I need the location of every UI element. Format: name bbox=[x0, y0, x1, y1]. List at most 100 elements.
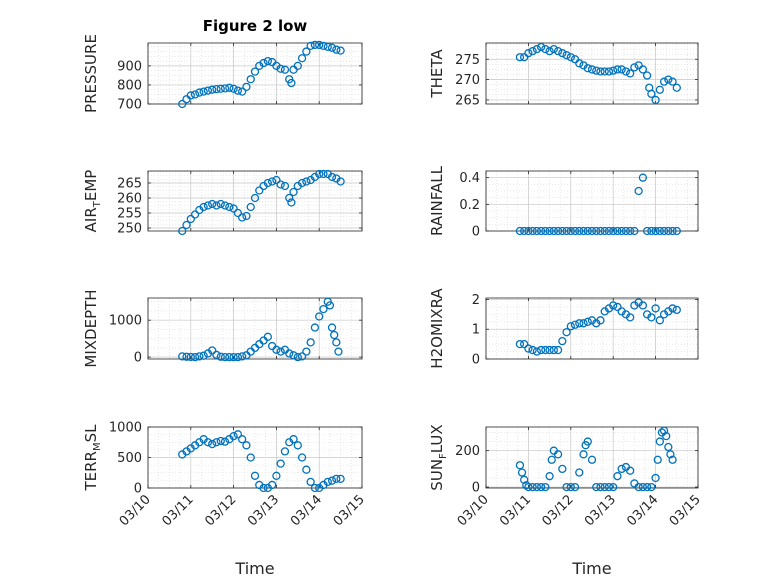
y-axis-label: H2OMIXRA bbox=[428, 288, 446, 369]
data-point bbox=[203, 86, 213, 95]
data-point bbox=[306, 41, 315, 51]
data-point bbox=[570, 482, 580, 492]
data-point bbox=[238, 435, 247, 444]
data-point bbox=[575, 468, 584, 477]
data-point bbox=[515, 226, 525, 236]
data-point bbox=[330, 330, 339, 340]
data-point bbox=[653, 455, 662, 464]
data-point bbox=[558, 464, 567, 474]
data-point bbox=[575, 59, 584, 68]
data-point bbox=[190, 210, 200, 219]
data-point bbox=[263, 178, 272, 188]
data-point bbox=[672, 226, 681, 236]
data-point bbox=[659, 226, 669, 236]
data-point bbox=[285, 349, 294, 358]
x-tick-label: 03/15 bbox=[331, 492, 368, 529]
data-point bbox=[642, 226, 652, 236]
data-point bbox=[553, 46, 563, 56]
data-point bbox=[302, 465, 311, 474]
x-tick-label: 03/13 bbox=[245, 492, 282, 529]
data-point bbox=[276, 64, 285, 73]
data-point bbox=[600, 226, 609, 236]
axes-box bbox=[147, 170, 363, 232]
data-point bbox=[651, 226, 660, 236]
data-point bbox=[246, 202, 255, 212]
data-point bbox=[604, 67, 614, 76]
data-point bbox=[532, 482, 542, 492]
data-point bbox=[250, 67, 260, 76]
data-point bbox=[246, 75, 255, 84]
data-point bbox=[558, 336, 567, 346]
data-point bbox=[634, 186, 643, 196]
data-point bbox=[579, 450, 588, 459]
data-point bbox=[638, 65, 648, 74]
data-point bbox=[600, 67, 609, 76]
y-tick-label: 800 bbox=[117, 78, 142, 93]
data-point bbox=[659, 77, 669, 86]
y-tick-label: 200 bbox=[455, 444, 480, 459]
data-point bbox=[250, 193, 260, 203]
data-point bbox=[579, 226, 588, 236]
data-point bbox=[225, 353, 234, 362]
data-point bbox=[562, 328, 571, 337]
data-point bbox=[647, 89, 656, 98]
x-tick-label: 03/14 bbox=[288, 492, 325, 529]
data-point bbox=[327, 172, 337, 182]
data-point bbox=[203, 201, 213, 210]
data-point bbox=[659, 426, 669, 435]
data-point bbox=[310, 483, 320, 493]
data-point bbox=[545, 226, 554, 236]
data-point bbox=[647, 226, 656, 236]
y-axis-label: PRESSURE bbox=[82, 34, 100, 113]
data-point bbox=[259, 483, 268, 493]
data-point bbox=[553, 226, 563, 236]
data-point bbox=[327, 476, 337, 485]
y-tick-label: 0 bbox=[472, 353, 480, 368]
data-point bbox=[199, 87, 208, 96]
data-point bbox=[520, 226, 529, 236]
data-point bbox=[289, 435, 298, 444]
data-point bbox=[638, 301, 648, 310]
data-point bbox=[285, 193, 294, 203]
data-point bbox=[621, 226, 631, 236]
data-point bbox=[541, 482, 550, 492]
data-point bbox=[609, 482, 618, 492]
data-point bbox=[178, 226, 187, 236]
data-point bbox=[280, 181, 290, 191]
data-point bbox=[229, 204, 238, 213]
data-point bbox=[267, 480, 277, 490]
data-point bbox=[332, 474, 341, 484]
data-point bbox=[263, 332, 272, 341]
data-point bbox=[515, 339, 525, 349]
data-point bbox=[655, 316, 664, 325]
data-point bbox=[570, 320, 580, 329]
data-point bbox=[600, 482, 609, 492]
data-point bbox=[267, 177, 277, 186]
y-tick-label: 700 bbox=[117, 98, 142, 113]
data-point bbox=[664, 75, 673, 84]
y-tick-label: 0 bbox=[134, 351, 142, 366]
data-point bbox=[668, 304, 677, 313]
data-point bbox=[545, 46, 554, 56]
y-tick-label: 265 bbox=[455, 93, 480, 108]
data-point bbox=[178, 99, 187, 109]
data-point bbox=[289, 351, 298, 360]
axes-box bbox=[147, 42, 363, 105]
data-point bbox=[528, 345, 537, 355]
data-point bbox=[216, 199, 225, 209]
data-point bbox=[229, 84, 238, 93]
data-point bbox=[242, 82, 251, 91]
data-point bbox=[604, 226, 614, 236]
data-point bbox=[566, 482, 575, 492]
data-point bbox=[287, 78, 296, 88]
data-point bbox=[596, 316, 605, 325]
data-point bbox=[655, 437, 664, 446]
data-point bbox=[562, 51, 571, 60]
data-point bbox=[238, 87, 247, 96]
data-point bbox=[306, 338, 315, 347]
data-point bbox=[325, 301, 335, 310]
data-point bbox=[655, 85, 664, 94]
subplot-mixdepth: 0 1000 MIXDEPTH bbox=[82, 289, 363, 368]
data-point bbox=[310, 40, 320, 50]
data-point bbox=[276, 459, 285, 468]
